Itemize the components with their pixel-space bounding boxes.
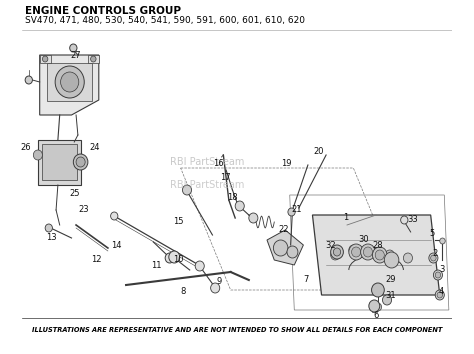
Bar <box>47 63 92 101</box>
Circle shape <box>369 300 380 312</box>
Text: 5: 5 <box>429 229 434 239</box>
Text: 14: 14 <box>111 240 121 250</box>
Circle shape <box>169 251 180 263</box>
Circle shape <box>61 72 79 92</box>
Circle shape <box>401 216 408 224</box>
Text: 24: 24 <box>89 143 100 153</box>
Circle shape <box>43 56 48 62</box>
Circle shape <box>210 283 220 293</box>
Text: 18: 18 <box>227 193 238 201</box>
Circle shape <box>55 66 84 98</box>
Circle shape <box>349 244 364 260</box>
Circle shape <box>433 270 443 280</box>
Circle shape <box>331 245 343 259</box>
Circle shape <box>45 224 53 232</box>
Circle shape <box>384 252 399 268</box>
Circle shape <box>288 208 295 216</box>
Text: 7: 7 <box>303 275 309 285</box>
Text: 25: 25 <box>69 188 80 198</box>
Circle shape <box>435 290 444 300</box>
Circle shape <box>235 201 244 211</box>
Circle shape <box>273 240 288 256</box>
Text: 33: 33 <box>407 216 418 224</box>
Text: SV470, 471, 480, 530, 540, 541, 590, 591, 600, 601, 610, 620: SV470, 471, 480, 530, 540, 541, 590, 591… <box>25 16 305 25</box>
Circle shape <box>361 244 375 260</box>
Text: 26: 26 <box>21 143 31 153</box>
Text: 11: 11 <box>151 261 161 269</box>
Text: 4: 4 <box>439 287 444 297</box>
Circle shape <box>385 250 394 260</box>
Circle shape <box>33 150 43 160</box>
Text: 27: 27 <box>71 51 82 59</box>
Text: ILLUSTRATIONS ARE REPRESENTATIVE AND ARE NOT INTENDED TO SHOW ALL DETAILS FOR EA: ILLUSTRATIONS ARE REPRESENTATIVE AND ARE… <box>32 327 442 333</box>
Circle shape <box>195 261 204 271</box>
Circle shape <box>435 272 441 278</box>
Circle shape <box>331 250 340 260</box>
Circle shape <box>333 248 341 256</box>
Circle shape <box>349 245 358 255</box>
Bar <box>42 144 77 180</box>
Circle shape <box>73 154 88 170</box>
Polygon shape <box>312 215 440 295</box>
Text: 30: 30 <box>358 235 369 245</box>
Circle shape <box>374 303 382 311</box>
Circle shape <box>367 247 376 257</box>
Text: 29: 29 <box>385 275 396 285</box>
Circle shape <box>431 255 436 261</box>
Circle shape <box>25 76 32 84</box>
Circle shape <box>437 292 443 298</box>
Text: 12: 12 <box>91 256 101 264</box>
Text: 6: 6 <box>374 312 379 320</box>
Circle shape <box>429 253 438 263</box>
Text: 15: 15 <box>173 217 183 227</box>
Text: 1: 1 <box>344 213 349 223</box>
Text: 16: 16 <box>213 159 224 167</box>
Circle shape <box>352 247 361 257</box>
Circle shape <box>403 253 412 263</box>
Text: 8: 8 <box>181 287 186 297</box>
Circle shape <box>383 295 392 305</box>
Circle shape <box>182 185 191 195</box>
Text: 23: 23 <box>78 206 89 215</box>
Circle shape <box>70 44 77 52</box>
Text: 2: 2 <box>433 249 438 257</box>
Text: 3: 3 <box>439 266 444 274</box>
Text: 22: 22 <box>278 225 289 234</box>
Circle shape <box>287 246 298 258</box>
Text: 32: 32 <box>325 240 336 250</box>
Text: RBI PartStream: RBI PartStream <box>170 180 244 190</box>
Circle shape <box>165 253 174 263</box>
Circle shape <box>440 238 445 244</box>
Text: 19: 19 <box>281 159 292 167</box>
Circle shape <box>375 250 384 260</box>
Circle shape <box>364 247 373 257</box>
Text: 9: 9 <box>216 278 221 286</box>
Polygon shape <box>38 140 81 185</box>
Circle shape <box>373 247 387 263</box>
Text: 20: 20 <box>314 148 324 156</box>
Circle shape <box>372 283 384 297</box>
Polygon shape <box>267 230 303 265</box>
Bar <box>40 55 51 63</box>
Text: RBI PartStream: RBI PartStream <box>170 157 244 167</box>
Bar <box>88 55 99 63</box>
Circle shape <box>249 213 258 223</box>
Text: ENGINE CONTROLS GROUP: ENGINE CONTROLS GROUP <box>25 6 181 16</box>
Circle shape <box>91 56 96 62</box>
Circle shape <box>110 212 118 220</box>
Polygon shape <box>40 55 99 115</box>
Text: 13: 13 <box>46 233 57 241</box>
Text: 10: 10 <box>173 256 183 264</box>
Text: 31: 31 <box>385 291 396 299</box>
Text: 28: 28 <box>373 240 383 250</box>
Circle shape <box>76 157 85 167</box>
Text: 17: 17 <box>220 173 230 183</box>
Text: 21: 21 <box>292 206 302 215</box>
